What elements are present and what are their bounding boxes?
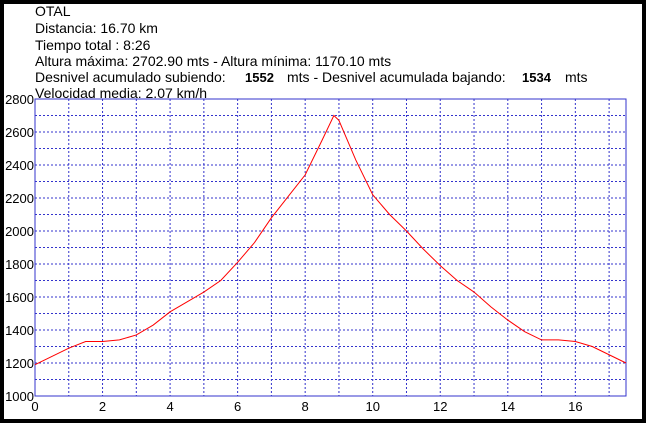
y-tick-label: 1800	[5, 257, 34, 272]
ascent-label: Desnivel acumulado subiendo:	[35, 69, 226, 85]
x-tick-label: 0	[31, 399, 38, 414]
speed: Velocidad media: 2.07 km/h	[35, 85, 207, 101]
x-tick-label: 6	[234, 399, 241, 414]
descent-value: 1534	[522, 70, 552, 85]
y-tick-label: 1200	[5, 356, 34, 371]
y-tick-label: 1400	[5, 323, 34, 338]
y-tick-label: 2400	[5, 158, 34, 173]
descent-unit: mts	[565, 69, 588, 85]
y-tick-label: 2000	[5, 224, 34, 239]
ascent-value: 1552	[245, 70, 274, 85]
ascent-unit: mts - Desnivel acumulada bajando:	[287, 69, 506, 85]
x-tick-label: 2	[99, 399, 106, 414]
header-line: OTAL	[35, 3, 71, 19]
y-tick-label: 2200	[5, 191, 34, 206]
x-tick-label: 4	[166, 399, 173, 414]
x-tick-label: 8	[302, 399, 309, 414]
x-tick-label: 12	[433, 399, 447, 414]
y-tick-label: 1000	[5, 389, 34, 404]
y-tick-label: 1600	[5, 290, 34, 305]
y-tick-label: 2600	[5, 125, 34, 140]
y-tick-label: 2800	[5, 92, 34, 107]
header-line: Tiempo total : 8:26	[35, 37, 151, 53]
header-line: Distancia: 16.70 km	[35, 20, 158, 36]
elevation-line	[34, 114, 627, 366]
header-line: Altura máxima: 2702.90 mts - Altura míni…	[35, 53, 391, 69]
x-tick-label: 16	[568, 399, 582, 414]
x-tick-label: 10	[365, 399, 379, 414]
x-tick-label: 14	[501, 399, 515, 414]
